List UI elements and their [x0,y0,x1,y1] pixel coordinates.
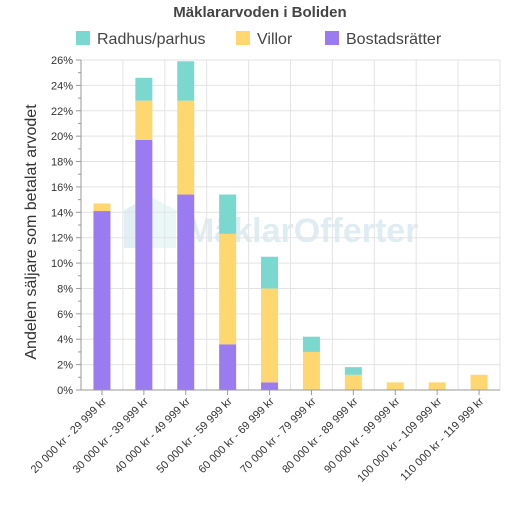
bars [93,61,488,390]
x-tick-label: 80 000 kr - 89 999 kr [280,395,360,475]
bar-segment [344,367,362,375]
bar-segment [177,194,195,390]
y-axis-title: Andelen säljare som betalat arvodet [23,104,40,360]
x-tick-label: 70 000 kr - 79 999 kr [238,395,318,475]
bar-segment [177,61,195,101]
bar-segment [219,344,237,390]
y-tick-label: 18% [51,157,73,169]
chart-title: Mäklararvoden i Boliden [173,4,346,21]
x-tick-label: 50 000 kr - 59 999 kr [155,395,235,475]
bar-segment [93,203,111,212]
x-tick-label: 100 000 kr - 109 999 kr [355,395,444,484]
watermark-shape [150,196,176,248]
y-tick-label: 2% [57,360,73,372]
legend-label: Villor [257,31,293,48]
y-tick-label: 6% [57,309,73,321]
x-tick-label: 30 000 kr - 39 999 kr [71,395,151,475]
bar-segment [219,233,237,345]
x-tick-label: 60 000 kr - 69 999 kr [196,395,276,475]
bar-segment [261,288,279,383]
bar-segment [428,382,446,390]
x-tick-label: 110 000 kr - 119 999 kr [398,395,486,483]
bar-segment [135,100,153,140]
bar-segment [302,336,320,352]
x-tick-label: 40 000 kr - 49 999 kr [113,395,193,475]
y-tick-label: 16% [51,182,73,194]
bar-segment [302,351,320,390]
bar-segment [177,100,195,195]
y-tick-label: 20% [51,131,73,143]
legend-swatch [76,31,90,45]
y-tick-label: 24% [51,80,73,92]
y-tick-label: 4% [57,334,73,346]
bar-segment [261,382,279,390]
y-tick-label: 10% [51,258,73,270]
legend-swatch [236,31,250,45]
bar-segment [344,374,362,390]
legend-label: Radhus/parhus [97,31,206,48]
bar-segment [219,194,237,234]
bar-segment [93,211,111,390]
x-tick-label: 20 000 kr - 29 999 kr [29,395,109,475]
legend-label: Bostadsrätter [346,31,442,48]
bar-segment [261,256,279,289]
y-tick-label: 0% [57,385,73,397]
legend: Radhus/parhus Villor Bostadsrätter [76,31,442,48]
bar-segment [470,374,488,390]
y-tick-label: 12% [51,233,73,245]
x-tick-label: 90 000 kr - 99 999 kr [322,395,402,475]
y-tick-label: 8% [57,283,73,295]
y-tick-label: 22% [51,106,73,118]
bar-segment [135,139,153,390]
legend-swatch [325,31,339,45]
bar-segment [386,382,404,390]
y-tick-label: 14% [51,207,73,219]
bar-segment [135,77,153,101]
y-tick-label: 26% [51,55,73,67]
